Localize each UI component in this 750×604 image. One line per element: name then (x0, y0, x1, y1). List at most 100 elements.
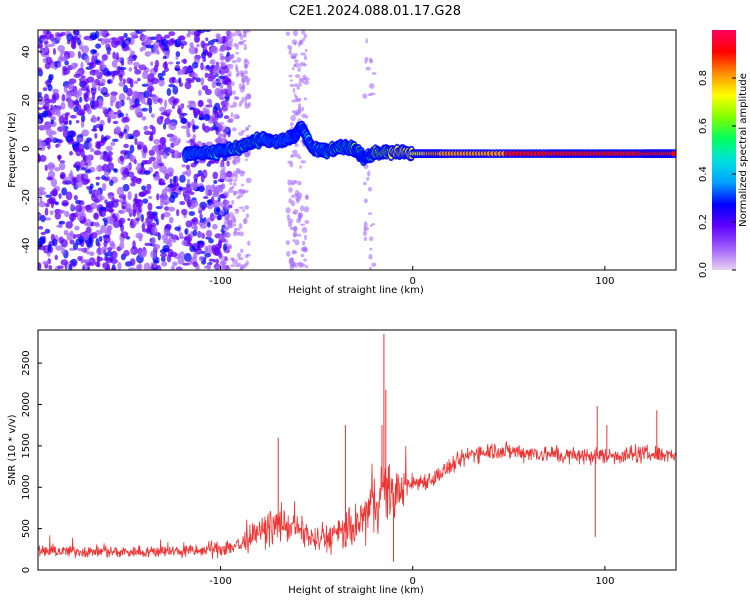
noise-speckle (38, 67, 42, 72)
noise-speckle (305, 115, 309, 119)
noise-speckle (219, 138, 223, 144)
noise-speckle (140, 162, 145, 169)
noise-speckle (241, 264, 247, 269)
spectrogram-x-tick-label: 0 (410, 276, 416, 287)
noise-speckle (189, 107, 195, 111)
noise-speckle (100, 65, 106, 70)
noise-speckle (198, 116, 205, 121)
noise-speckle (88, 142, 93, 149)
noise-speckle (63, 229, 69, 236)
noise-speckle (178, 232, 184, 239)
noise-speckle (76, 212, 84, 222)
noise-speckle (218, 201, 224, 206)
noise-speckle (38, 112, 46, 118)
noise-speckle (95, 59, 101, 64)
noise-speckle (38, 92, 42, 97)
noise-speckle (368, 266, 372, 270)
noise-speckle (292, 238, 296, 243)
noise-speckle (58, 115, 64, 124)
noise-speckle (203, 171, 208, 177)
noise-speckle (90, 202, 98, 209)
noise-speckle (172, 261, 178, 267)
noise-speckle (231, 59, 238, 64)
noise-speckle (244, 205, 250, 210)
noise-speckle (163, 66, 170, 73)
noise-speckle (118, 93, 126, 102)
noise-speckle (133, 159, 137, 165)
noise-speckle (362, 93, 368, 99)
noise-speckle (214, 117, 218, 126)
noise-speckle (135, 217, 140, 222)
noise-speckle (102, 153, 110, 162)
noise-speckle (151, 36, 157, 41)
noise-speckle (225, 232, 231, 238)
noise-speckle (69, 103, 74, 110)
noise-speckle (107, 247, 113, 252)
noise-speckle (176, 209, 180, 217)
noise-speckle (46, 176, 54, 181)
noise-speckle (81, 45, 90, 54)
noise-speckle (292, 250, 298, 254)
noise-speckle (104, 176, 111, 182)
noise-speckle (164, 99, 168, 108)
noise-speckle (157, 264, 162, 270)
noise-speckle (207, 205, 214, 210)
noise-speckle (111, 39, 119, 49)
noise-speckle (162, 244, 170, 252)
noise-speckle (119, 155, 125, 162)
noise-speckle (48, 196, 56, 204)
noise-speckle (210, 196, 215, 205)
noise-speckle (205, 37, 209, 42)
noise-speckle (235, 264, 240, 268)
noise-speckle (173, 150, 180, 159)
noise-speckle (129, 135, 135, 140)
noise-speckle (59, 174, 64, 180)
noise-speckle (193, 160, 200, 164)
noise-speckle (172, 140, 180, 146)
noise-speckle (47, 162, 55, 171)
noise-speckle (118, 112, 125, 118)
noise-speckle (167, 61, 174, 65)
noise-speckle (300, 52, 307, 56)
noise-speckle (161, 143, 167, 151)
noise-speckle (182, 262, 190, 266)
noise-speckle (182, 58, 188, 65)
noise-speckle (304, 48, 308, 53)
noise-speckle (172, 175, 177, 184)
noise-speckle (82, 265, 86, 270)
noise-speckle (126, 96, 131, 101)
noise-speckle (52, 88, 59, 94)
noise-speckle (213, 102, 221, 111)
noise-speckle (197, 249, 202, 254)
noise-speckle (86, 250, 90, 255)
noise-speckle (175, 56, 179, 60)
noise-speckle (73, 73, 81, 79)
noise-speckle (94, 69, 101, 77)
noise-speckle (225, 239, 229, 243)
noise-speckle (160, 253, 168, 258)
noise-speckle (38, 97, 45, 106)
noise-speckle (144, 160, 153, 165)
noise-speckle (110, 114, 118, 119)
noise-speckle (147, 202, 153, 211)
noise-speckle (151, 77, 160, 85)
colorbar-tick-label: 0.2 (698, 214, 709, 230)
noise-speckle (233, 113, 240, 120)
noise-speckle (222, 108, 226, 113)
noise-speckle (180, 43, 184, 50)
noise-speckle (296, 262, 302, 265)
noise-speckle (100, 209, 107, 218)
noise-speckle (96, 116, 100, 122)
colorbar-tick-label: 0.4 (698, 166, 709, 182)
noise-speckle (138, 94, 143, 102)
noise-speckle (113, 111, 118, 115)
noise-speckle (184, 186, 192, 194)
noise-speckle (44, 228, 51, 234)
noise-speckle (177, 106, 182, 115)
noise-speckle (230, 217, 236, 223)
noise-speckle (363, 181, 367, 186)
noise-speckle (204, 88, 212, 96)
noise-speckle (129, 78, 134, 85)
noise-speckle (172, 99, 178, 106)
noise-speckle (225, 67, 230, 71)
